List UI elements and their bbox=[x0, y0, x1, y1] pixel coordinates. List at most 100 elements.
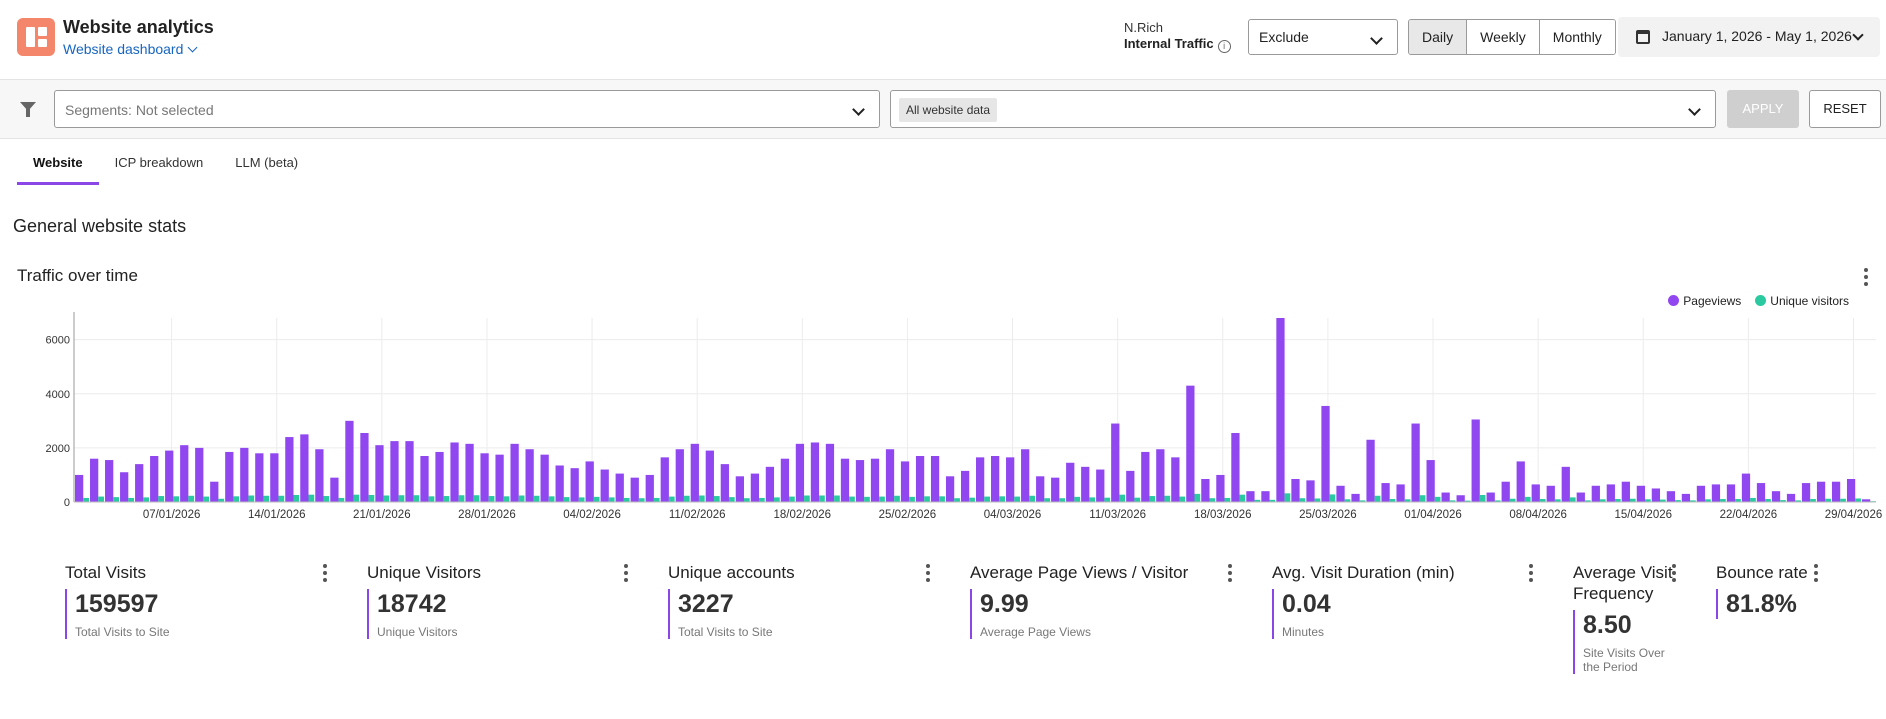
bar-pageviews bbox=[660, 457, 669, 502]
stat-body: 8.50 Site Visits Over the Period bbox=[1573, 610, 1673, 674]
bar-unique-visitors bbox=[1089, 497, 1096, 502]
stat-value: 0.04 bbox=[1282, 590, 1331, 618]
internal-traffic-select[interactable]: Exclude bbox=[1248, 19, 1398, 55]
stat-menu-icon[interactable] bbox=[1529, 564, 1533, 582]
bar-pageviews bbox=[285, 437, 294, 502]
stat-value: 18742 bbox=[377, 590, 447, 618]
bar-unique-visitors bbox=[608, 497, 615, 502]
bar-unique-visitors bbox=[443, 496, 450, 502]
legend-item-pageviews[interactable]: Pageviews bbox=[1668, 294, 1741, 308]
dashboard-switcher[interactable]: Website dashboard bbox=[63, 41, 198, 57]
bar-pageviews bbox=[120, 472, 129, 502]
chart-menu-icon[interactable] bbox=[1864, 268, 1868, 286]
granularity-monthly-button[interactable]: Monthly bbox=[1539, 20, 1615, 54]
bar-unique-visitors bbox=[518, 495, 525, 502]
bar-unique-visitors bbox=[1029, 495, 1036, 502]
bar-pageviews bbox=[1081, 466, 1090, 502]
bar-unique-visitors bbox=[1644, 499, 1651, 502]
bar-pageviews bbox=[1591, 485, 1600, 502]
bar-pageviews bbox=[1636, 485, 1645, 502]
y-tick-label: 0 bbox=[64, 497, 70, 509]
chevron-down-icon bbox=[1688, 103, 1701, 116]
date-range-picker[interactable]: January 1, 2026 - May 1, 2026 bbox=[1618, 17, 1880, 57]
bar-unique-visitors bbox=[698, 495, 705, 502]
segments-select[interactable]: Segments: Not selected bbox=[54, 90, 880, 128]
bar-unique-visitors bbox=[1314, 498, 1321, 502]
stat-title: Average Page Views / Visitor bbox=[970, 563, 1189, 582]
bar-pageviews bbox=[360, 433, 369, 502]
bar-unique-visitors bbox=[278, 495, 285, 502]
bar-unique-visitors bbox=[1044, 498, 1051, 502]
bar-unique-visitors bbox=[1509, 498, 1516, 502]
bar-pageviews bbox=[330, 477, 339, 502]
stat-body: 9.99 Average Page Views bbox=[970, 589, 1250, 639]
bar-pageviews bbox=[1126, 470, 1135, 502]
y-tick-label: 2000 bbox=[46, 443, 70, 455]
bar-pageviews bbox=[135, 464, 144, 502]
bar-pageviews bbox=[1771, 491, 1781, 502]
stat-menu-icon[interactable] bbox=[1672, 564, 1676, 582]
tab-website[interactable]: Website bbox=[17, 140, 99, 185]
website-data-select[interactable]: All website data bbox=[890, 90, 1716, 128]
bar-unique-visitors bbox=[578, 497, 585, 502]
bar-pageviews bbox=[525, 449, 534, 502]
bar-pageviews bbox=[1261, 491, 1270, 502]
stat-menu-icon[interactable] bbox=[1228, 564, 1232, 582]
section-title: General website stats bbox=[13, 216, 187, 236]
x-tick-label: 04/03/2026 bbox=[984, 509, 1042, 521]
stat-menu-icon[interactable] bbox=[926, 564, 930, 582]
stat-menu-icon[interactable] bbox=[323, 564, 327, 582]
bar-pageviews bbox=[1651, 488, 1661, 502]
bar-pageviews bbox=[315, 449, 324, 502]
stat-menu-icon[interactable] bbox=[1814, 564, 1818, 582]
bar-unique-visitors bbox=[1720, 499, 1726, 502]
bar-unique-visitors bbox=[1735, 499, 1741, 502]
bar-unique-visitors bbox=[1119, 494, 1126, 502]
website-data-chip: All website data bbox=[899, 98, 998, 122]
reset-button[interactable]: RESET bbox=[1809, 90, 1881, 128]
granularity-daily-button[interactable]: Daily bbox=[1409, 20, 1468, 54]
granularity-weekly-button[interactable]: Weekly bbox=[1467, 20, 1540, 54]
bar-unique-visitors bbox=[1374, 495, 1381, 502]
legend-item-unique-visitors[interactable]: Unique visitors bbox=[1755, 294, 1849, 308]
bar-unique-visitors bbox=[1254, 499, 1261, 502]
stat-body: 18742 Unique Visitors bbox=[367, 589, 647, 639]
x-tick-label: 15/04/2026 bbox=[1614, 509, 1672, 521]
x-tick-label: 07/01/2026 bbox=[143, 509, 201, 521]
stat-menu-icon[interactable] bbox=[624, 564, 628, 582]
bar-pageviews bbox=[630, 477, 639, 502]
bar-pageviews bbox=[945, 476, 955, 502]
bar-unique-visitors bbox=[939, 496, 945, 502]
bar-pageviews bbox=[1666, 491, 1676, 502]
apply-button[interactable]: APPLY bbox=[1727, 90, 1799, 128]
bar-unique-visitors bbox=[1629, 498, 1636, 502]
filter-icon bbox=[20, 102, 36, 117]
stat-card-avg-visit-frequency: Average Visit Frequency 8.50 Site Visits… bbox=[1573, 562, 1673, 674]
bar-unique-visitors bbox=[713, 496, 720, 502]
bar-unique-visitors bbox=[113, 497, 119, 502]
stat-title: Bounce rate bbox=[1716, 563, 1808, 582]
bar-unique-visitors bbox=[1539, 499, 1546, 502]
tab-llm-beta[interactable]: LLM (beta) bbox=[235, 155, 299, 170]
bar-unique-visitors bbox=[323, 496, 330, 502]
bar-unique-visitors bbox=[338, 497, 345, 502]
bar-unique-visitors bbox=[999, 496, 1005, 502]
bar-pageviews bbox=[1096, 469, 1105, 502]
bar-pageviews bbox=[90, 458, 99, 502]
bar-unique-visitors bbox=[1134, 497, 1141, 502]
tab-icp-breakdown[interactable]: ICP breakdown bbox=[114, 155, 204, 170]
bar-pageviews bbox=[991, 456, 1000, 502]
stat-value: 159597 bbox=[75, 590, 159, 618]
bar-unique-visitors bbox=[1104, 497, 1111, 502]
bar-unique-visitors bbox=[383, 495, 390, 502]
bar-pageviews bbox=[1801, 483, 1811, 502]
bar-unique-visitors bbox=[1299, 498, 1306, 502]
bar-unique-visitors bbox=[1209, 498, 1216, 502]
stat-title: Total Visits bbox=[65, 563, 146, 582]
info-icon[interactable]: i bbox=[1217, 40, 1231, 53]
bar-pageviews bbox=[465, 443, 474, 502]
bar-unique-visitors bbox=[1675, 500, 1681, 502]
bar-unique-visitors bbox=[1194, 493, 1201, 502]
bar-unique-visitors bbox=[1660, 499, 1666, 502]
bar-pageviews bbox=[1516, 461, 1525, 502]
